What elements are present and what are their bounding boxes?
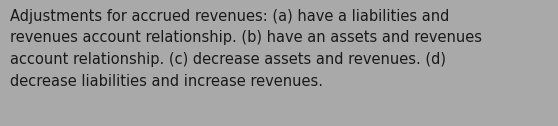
Text: Adjustments for accrued revenues: (a) have a liabilities and
revenues account re: Adjustments for accrued revenues: (a) ha… <box>10 9 482 89</box>
